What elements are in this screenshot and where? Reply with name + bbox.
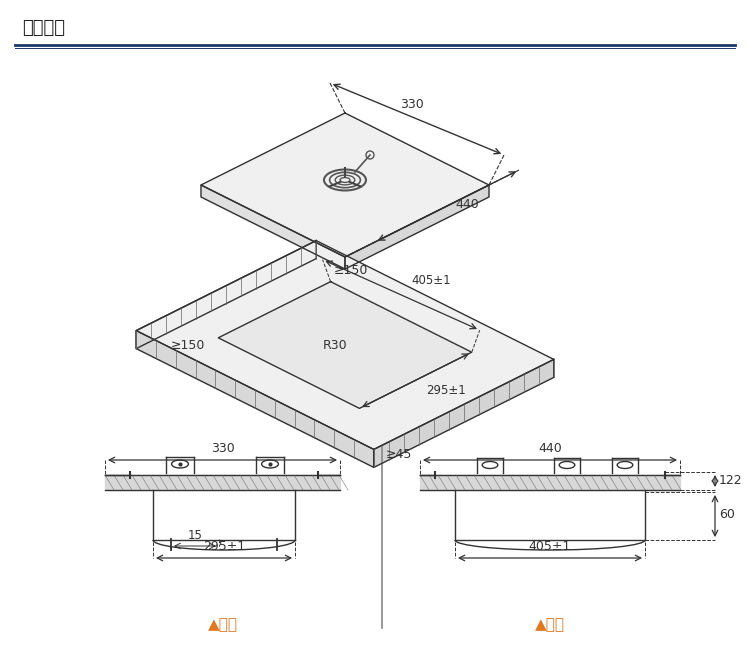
Polygon shape <box>420 475 680 490</box>
Text: 产品安装: 产品安装 <box>22 19 65 37</box>
Polygon shape <box>105 475 340 490</box>
Polygon shape <box>136 241 316 349</box>
Text: ≥150: ≥150 <box>171 339 206 352</box>
Text: 122: 122 <box>719 475 742 487</box>
Text: 330: 330 <box>211 442 234 455</box>
Polygon shape <box>374 359 554 467</box>
Polygon shape <box>136 331 374 467</box>
Text: ▲正面: ▲正面 <box>208 617 238 633</box>
Text: 15: 15 <box>188 529 202 542</box>
Text: 330: 330 <box>400 98 424 111</box>
Text: 440: 440 <box>455 198 478 210</box>
Text: 440: 440 <box>538 442 562 455</box>
Text: ≥45: ≥45 <box>386 448 412 461</box>
Polygon shape <box>345 185 489 269</box>
Polygon shape <box>136 241 554 450</box>
Text: ≥150: ≥150 <box>334 264 368 277</box>
Text: 60: 60 <box>719 509 735 522</box>
Text: ▲侧面: ▲侧面 <box>535 617 565 633</box>
Polygon shape <box>201 185 345 269</box>
Text: 295±1: 295±1 <box>426 384 466 396</box>
Text: R30: R30 <box>322 339 347 351</box>
Text: 405±1: 405±1 <box>411 274 451 287</box>
Text: 405±1: 405±1 <box>529 540 572 553</box>
Text: 295±1: 295±1 <box>202 540 245 553</box>
Polygon shape <box>201 113 489 257</box>
Polygon shape <box>218 282 472 408</box>
